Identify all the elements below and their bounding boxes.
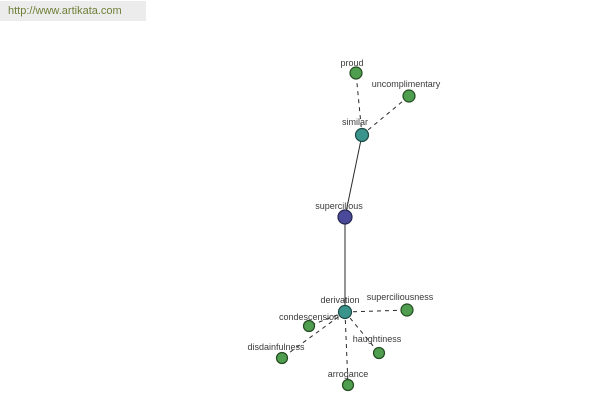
node-condescension[interactable] (302, 319, 316, 333)
edge-similar-uncomplimentary (361, 95, 410, 136)
node-supercilious[interactable] (337, 209, 353, 225)
edge-similar-proud (355, 72, 363, 136)
address-url: http://www.artikata.com (8, 5, 122, 17)
node-uncomplimentary[interactable] (402, 89, 416, 103)
node-label-haughtiness[interactable]: haughtiness (353, 334, 402, 344)
node-label-derivation[interactable]: derivation (320, 295, 359, 305)
node-haughtiness[interactable] (372, 346, 386, 360)
node-derivation[interactable] (337, 304, 353, 320)
node-similar[interactable] (354, 127, 370, 143)
node-label-condescension[interactable]: condescension (279, 312, 339, 322)
node-label-superciliousness[interactable]: superciliousness (367, 292, 434, 302)
edge-derivation-disdainfulness (281, 311, 346, 359)
node-label-disdainfulness[interactable]: disdainfulness (247, 342, 305, 352)
node-disdainfulness[interactable] (275, 351, 289, 365)
edge-derivation-condescension (308, 311, 346, 327)
edge-derivation-haughtiness (344, 311, 380, 354)
node-arrogance[interactable] (341, 378, 355, 392)
node-label-arrogance[interactable]: arrogance (328, 369, 369, 379)
node-label-supercilious[interactable]: supercilious (315, 201, 363, 211)
node-label-proud[interactable]: proud (340, 58, 363, 68)
node-proud[interactable] (349, 66, 363, 80)
node-superciliousness[interactable] (400, 303, 414, 317)
edge-supercilious-similar (344, 134, 363, 218)
node-label-similar[interactable]: similar (342, 117, 368, 127)
edge-derivation-superciliousness (344, 309, 408, 313)
node-label-uncomplimentary[interactable]: uncomplimentary (372, 79, 441, 89)
address-bar[interactable]: http://www.artikata.com (0, 1, 146, 21)
